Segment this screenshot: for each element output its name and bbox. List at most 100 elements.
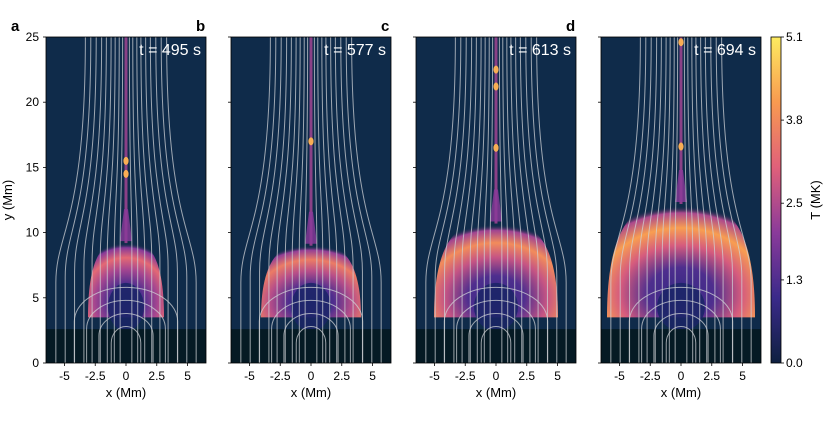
closed-field-line: [641, 299, 721, 363]
field-line: [721, 37, 752, 363]
field-line: [325, 37, 338, 363]
x-axis-label: x (Mm): [476, 385, 516, 400]
y-tick-label: 0: [32, 356, 39, 370]
colorbar-tick-label: 1.3: [786, 273, 803, 287]
field-line: [610, 37, 641, 363]
field-line: [268, 37, 288, 363]
x-tick-label: -5: [244, 369, 255, 383]
panel-b: -5 -2.5 0 2.5 5 x (Mm) b t = 577 s: [196, 18, 392, 400]
panel-letter: c: [381, 18, 389, 35]
field-line: [687, 37, 694, 363]
field-line: [710, 37, 733, 363]
closed-field-line: [665, 326, 697, 363]
flare-loop: [434, 219, 558, 318]
x-tick-label: -2.5: [455, 369, 476, 383]
field-line: [276, 37, 292, 363]
panel-c: -5 -2.5 0 2.5 5 x (Mm) c t = 613 s: [381, 18, 577, 400]
field-line: [691, 37, 701, 363]
colorbar: 0.0 1.3 2.5 3.8 5.1 T (MK): [770, 30, 823, 370]
colorbar-tick-label: 5.1: [786, 30, 803, 44]
colorbar-tick-label: 3.8: [786, 113, 803, 127]
plasmoid: [678, 142, 684, 151]
panels: -5 -2.5 0 2.5 5 x (Mm) 0 5 10 15 20 25 y (Mm) a t = 49…: [0, 18, 762, 400]
plasmoid: [123, 156, 129, 165]
x-tick-label: 5: [554, 369, 561, 383]
field-line: [74, 37, 97, 363]
field-line: [304, 37, 309, 363]
y-axis-label: y (Mm): [0, 180, 15, 220]
field-line: [345, 37, 373, 363]
field-line: [106, 37, 116, 363]
closed-field-line: [271, 299, 351, 363]
sheet-cusp: [675, 170, 687, 202]
loop-cavity: [474, 282, 518, 331]
field-line: [259, 37, 282, 363]
field-line: [453, 37, 473, 363]
field-line: [444, 37, 467, 363]
field-line: [83, 37, 103, 363]
field-line: [461, 37, 477, 363]
plasmoid: [123, 169, 129, 178]
field-line: [128, 37, 133, 363]
field-line: [695, 37, 708, 363]
x-tick-label: -5: [614, 369, 625, 383]
field-line: [249, 37, 277, 363]
field-line: [64, 37, 92, 363]
chromosphere: [231, 329, 391, 363]
field-line: [668, 37, 675, 363]
field-line: [425, 37, 456, 363]
y-tick-label: 25: [26, 30, 40, 44]
closed-field-line: [468, 312, 524, 363]
plasmoid: [678, 38, 684, 47]
x-tick-label: 2.5: [518, 369, 535, 383]
chromosphere: [601, 329, 761, 363]
x-tick-label: -2.5: [85, 369, 106, 383]
sheet-cusp: [305, 211, 317, 244]
sheet-cusp: [490, 189, 502, 222]
current-sheet: [124, 37, 128, 244]
field-line: [313, 37, 318, 363]
x-tick-label: -5: [429, 369, 440, 383]
field-line: [351, 37, 382, 363]
closed-field-line: [258, 286, 364, 363]
y-tick-label: 5: [32, 291, 39, 305]
field-line: [145, 37, 161, 363]
closed-field-line: [443, 286, 549, 363]
x-tick-label: -5: [59, 369, 70, 383]
panel-letter: b: [196, 18, 205, 35]
closed-field-line: [283, 312, 339, 363]
panel-a: -5 -2.5 0 2.5 5 x (Mm) 0 5 10 15 20 25 y (Mm) a t = 49…: [0, 18, 207, 400]
field-line: [483, 37, 490, 363]
x-tick-label: 0: [308, 369, 315, 383]
field-line: [298, 37, 305, 363]
field-line: [629, 37, 652, 363]
field-line: [291, 37, 301, 363]
panel-d: -5 -2.5 0 2.5 5 x (Mm) d t = 694 s: [566, 18, 762, 400]
field-line: [530, 37, 558, 363]
x-tick-label: 2.5: [148, 369, 165, 383]
field-line: [330, 37, 346, 363]
field-line: [140, 37, 153, 363]
heatmap-a: [46, 37, 206, 363]
field-line: [683, 37, 688, 363]
closed-field-line: [86, 299, 166, 363]
field-line: [502, 37, 509, 363]
field-line: [136, 37, 146, 363]
loop-cavity: [108, 282, 144, 331]
closed-field-line: [73, 286, 179, 363]
plasmoid: [308, 137, 314, 146]
closed-field-line: [653, 312, 709, 363]
plasmoid: [493, 143, 499, 152]
x-tick-label: 5: [369, 369, 376, 383]
field-line: [476, 37, 486, 363]
field-line: [704, 37, 724, 363]
field-line: [498, 37, 503, 363]
field-line: [334, 37, 354, 363]
current-sheet: [679, 37, 683, 204]
time-label: t = 577 s: [324, 42, 386, 59]
colorbar-label: T (MK): [808, 180, 823, 219]
x-axis-label: x (Mm): [661, 385, 701, 400]
heatmap-c: [416, 37, 576, 363]
field-line: [536, 37, 567, 363]
